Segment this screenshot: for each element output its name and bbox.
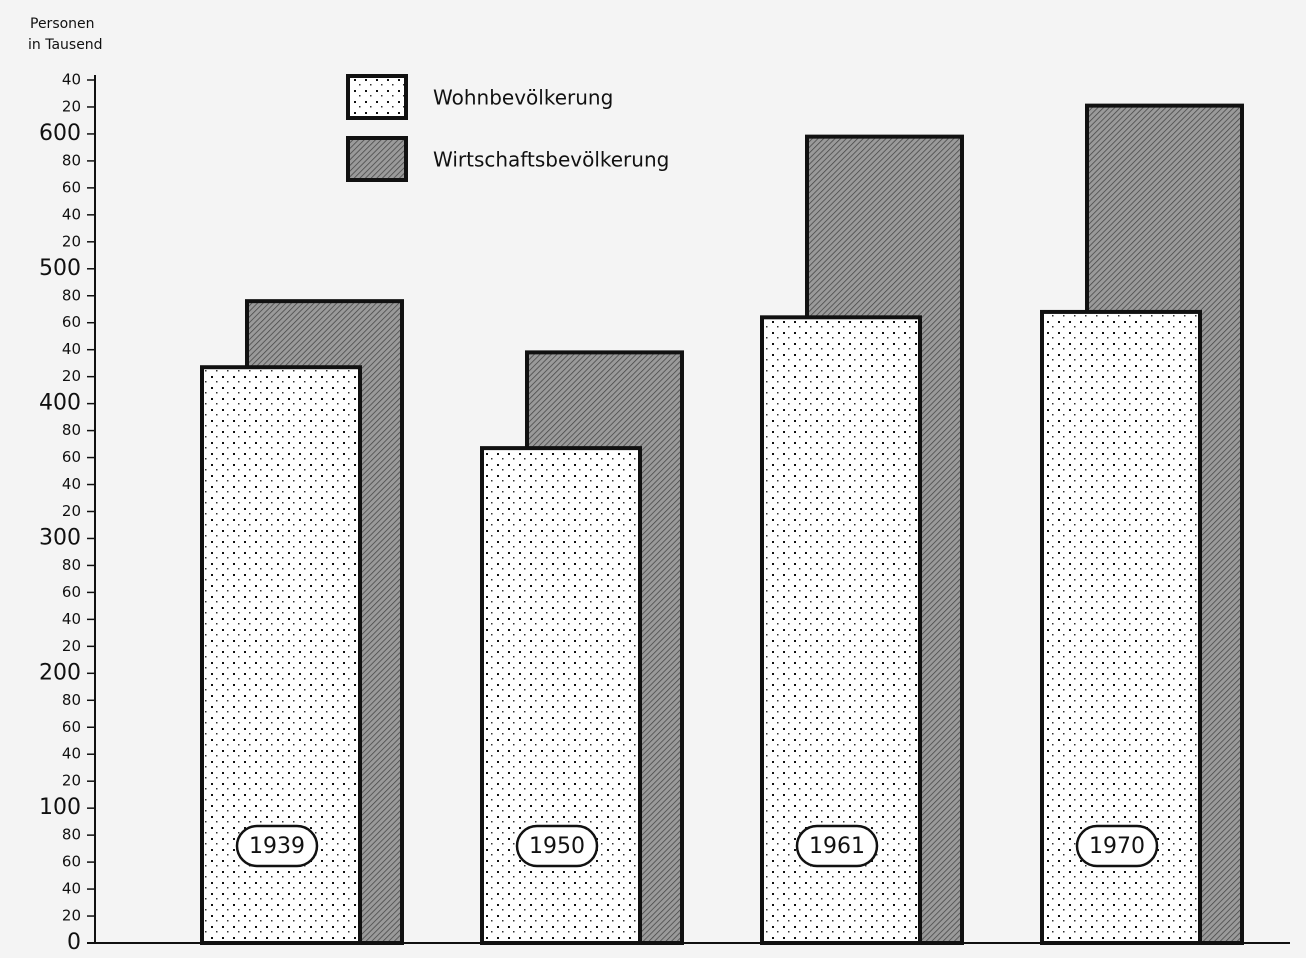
y-axis-label: Personen [30,16,95,32]
category-badge [235,824,319,868]
category-badge [1075,824,1159,868]
y-tick-label: 200 [39,660,81,685]
bar [480,446,642,945]
y-tick-label: 40 [62,71,81,89]
y-tick-label: 100 [39,795,81,820]
y-tick-label: 400 [39,391,81,416]
y-tick-label: 40 [62,610,81,628]
y-tick-label: 20 [62,907,81,925]
y-tick-label: 80 [62,691,81,709]
y-tick-label: 60 [62,583,81,601]
y-tick-label: 20 [62,772,81,790]
y-tick-label: 80 [62,421,81,439]
y-tick-label: 60 [62,853,81,871]
legend-label: Wirtschaftsbevölkerung [433,148,669,172]
legend-swatch [346,136,408,182]
y-tick-label: 40 [62,880,81,898]
y-tick-label: 40 [62,340,81,358]
y-tick-label: 600 [39,121,81,146]
x-tick-label: 1939 [249,834,305,859]
y-tick-label: 80 [62,556,81,574]
x-tick-label: 1950 [529,834,585,859]
y-tick-label: 60 [62,448,81,466]
x-tick-label: 1961 [809,834,865,859]
legend-label: Wohnbevölkerung [433,86,613,110]
category-badge [795,824,879,868]
y-tick-label: 20 [62,637,81,655]
y-tick-label: 60 [62,313,81,331]
y-tick-label: 20 [62,97,81,115]
legend-swatch [346,74,408,120]
y-tick-label: 0 [67,930,81,955]
y-tick-label: 40 [62,745,81,763]
y-tick-label: 80 [62,286,81,304]
y-tick-label: 500 [39,256,81,281]
y-axis-label: in Tausend [28,37,103,53]
y-tick-label: 80 [62,826,81,844]
y-tick-label: 20 [62,367,81,385]
y-tick-label: 40 [62,205,81,223]
y-tick-label: 300 [39,525,81,550]
y-tick-label: 60 [62,718,81,736]
y-tick-label: 40 [62,475,81,493]
y-tick-label: 20 [62,502,81,520]
y-tick-label: 60 [62,178,81,196]
y-tick-label: 80 [62,151,81,169]
category-badge [515,824,599,868]
x-tick-label: 1970 [1089,834,1145,859]
y-tick-label: 20 [62,232,81,250]
